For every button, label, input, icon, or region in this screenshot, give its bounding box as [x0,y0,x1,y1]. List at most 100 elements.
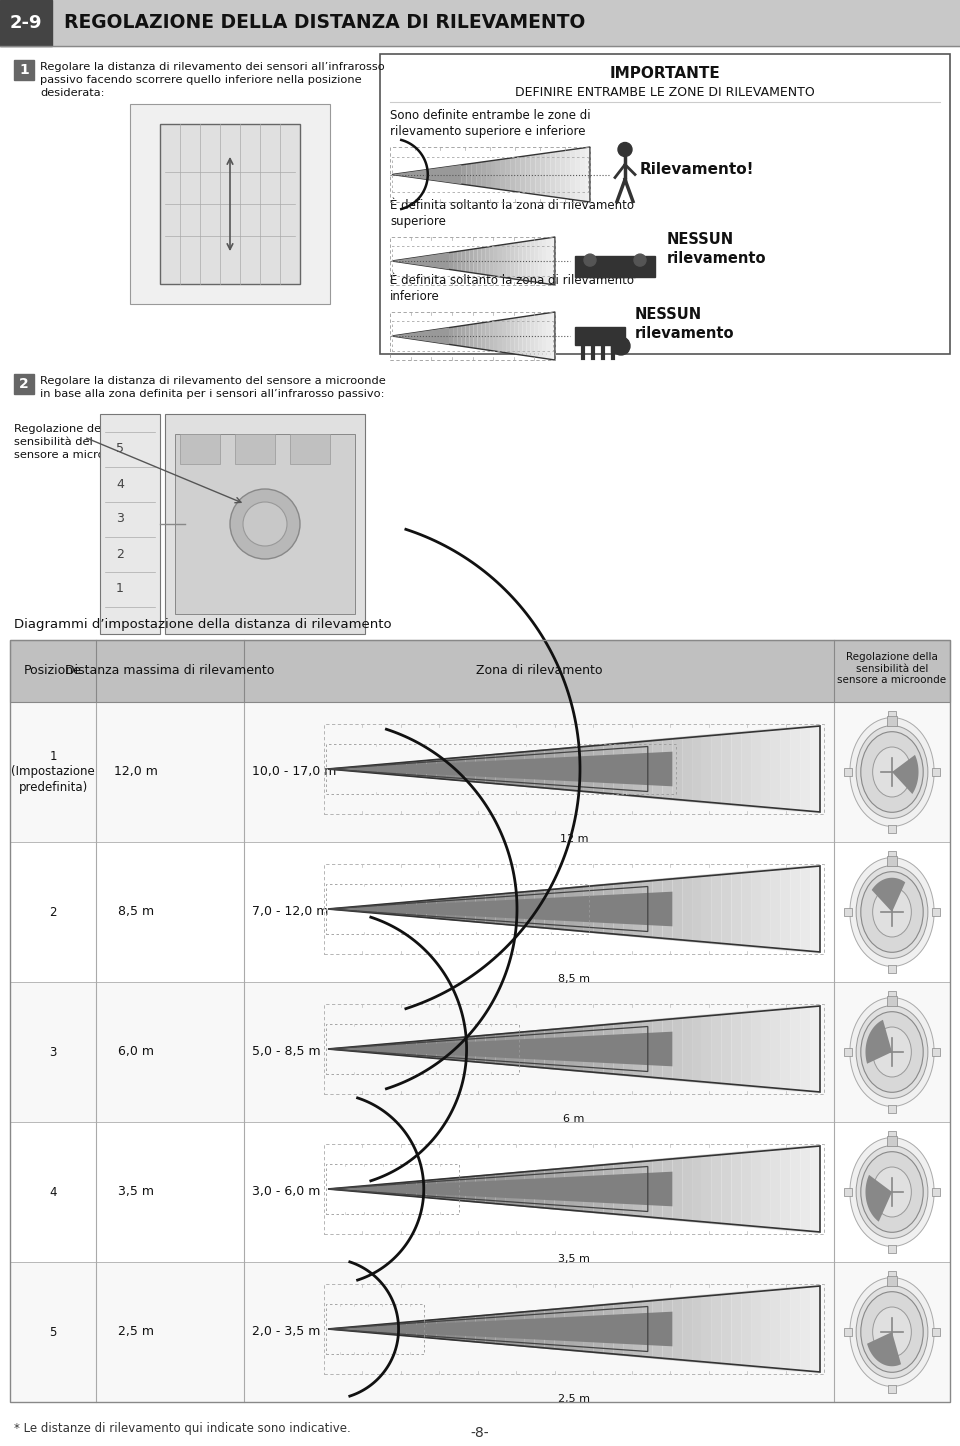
Polygon shape [662,1157,672,1220]
Polygon shape [574,746,584,792]
Polygon shape [547,237,551,285]
Polygon shape [790,1145,801,1232]
Ellipse shape [873,1027,911,1077]
Bar [324,1284,824,1374]
Polygon shape [461,325,466,347]
Polygon shape [866,1019,892,1064]
Polygon shape [545,152,550,197]
Polygon shape [437,328,441,343]
Text: Regolare la distanza di rilevamento dei sensori all’infrarosso
passivo facendo s: Regolare la distanza di rilevamento dei … [40,62,385,98]
Polygon shape [518,317,522,356]
Polygon shape [396,1322,407,1336]
Polygon shape [404,334,408,338]
Polygon shape [368,1044,377,1054]
Text: Regolazione della
sensibilità del
sensore a microonde: Regolazione della sensibilità del sensor… [14,424,133,460]
Bar [932,908,940,915]
Bar [888,991,896,999]
Polygon shape [505,892,515,925]
Polygon shape [761,1288,771,1369]
Polygon shape [486,753,495,784]
Polygon shape [505,1171,515,1206]
Polygon shape [436,898,446,920]
Bar [165,414,365,633]
Text: 3,5 m: 3,5 m [558,1254,590,1264]
Polygon shape [407,1181,417,1197]
Polygon shape [623,1021,633,1077]
Polygon shape [328,1031,672,1066]
Polygon shape [328,892,672,927]
Polygon shape [426,1040,436,1058]
Polygon shape [574,1306,584,1352]
Bar [575,327,625,346]
Text: 3,0 - 6,0 m: 3,0 - 6,0 m [252,1186,321,1199]
Text: 1: 1 [19,64,29,77]
Bar [290,434,330,464]
Polygon shape [436,758,446,779]
Polygon shape [526,315,531,356]
Polygon shape [604,743,613,795]
Polygon shape [867,1332,901,1366]
Polygon shape [493,321,498,351]
Bar [326,885,588,934]
Polygon shape [348,766,357,772]
Polygon shape [457,250,461,272]
Polygon shape [542,314,547,359]
Polygon shape [872,878,905,912]
Bar [888,711,896,719]
Ellipse shape [856,866,928,959]
Polygon shape [790,1285,801,1372]
Polygon shape [584,885,593,933]
Polygon shape [446,758,456,781]
Polygon shape [451,165,456,184]
Polygon shape [544,1028,554,1070]
Polygon shape [441,253,445,269]
Bar [10,641,950,1403]
Text: 8,5 m: 8,5 m [558,975,590,983]
Polygon shape [613,1301,623,1356]
Bar [587,262,635,278]
Polygon shape [531,240,535,282]
Polygon shape [387,762,396,775]
Polygon shape [396,174,402,176]
Polygon shape [402,172,407,176]
Bar [888,1105,896,1113]
Polygon shape [486,247,490,275]
Polygon shape [801,865,810,953]
Polygon shape [751,1009,761,1089]
Polygon shape [801,1285,810,1374]
Bar [390,312,555,360]
Text: È definita soltanto la zona di rilevamento
inferiore: È definita soltanto la zona di rilevamen… [390,273,634,304]
Bar [887,716,897,726]
Bar [180,434,220,464]
Polygon shape [643,1160,653,1219]
Polygon shape [515,750,525,787]
Ellipse shape [861,1012,924,1092]
Ellipse shape [873,1167,911,1218]
Polygon shape [536,153,540,195]
Polygon shape [357,765,368,772]
Circle shape [618,143,632,156]
Polygon shape [473,324,477,348]
Polygon shape [506,243,510,279]
Bar [10,842,950,982]
Polygon shape [449,252,453,270]
Polygon shape [436,1319,446,1340]
Polygon shape [604,1163,613,1215]
Polygon shape [564,1167,574,1212]
Polygon shape [466,1316,475,1342]
Polygon shape [421,169,426,179]
Polygon shape [580,147,585,201]
Polygon shape [633,1160,643,1218]
Polygon shape [751,1150,761,1229]
Polygon shape [456,1037,466,1061]
Polygon shape [662,878,672,940]
Bar [324,1004,824,1095]
Polygon shape [741,730,751,808]
Text: 8,5 m: 8,5 m [118,905,154,918]
Polygon shape [496,159,501,189]
Bar [932,1327,940,1336]
Bar [888,1271,896,1278]
Polygon shape [396,762,407,777]
Polygon shape [338,1327,348,1330]
Polygon shape [449,327,453,346]
